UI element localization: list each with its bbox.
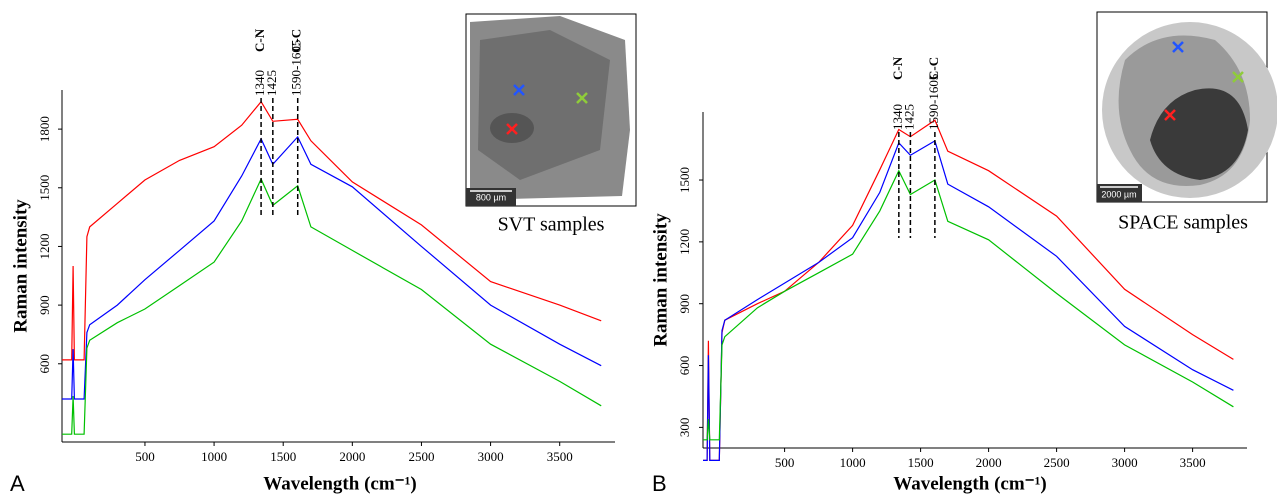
y-tick-label: 900	[677, 294, 692, 314]
peak-label: 1425	[901, 104, 916, 130]
x-tick-label: 3500	[547, 449, 573, 464]
peak-label: 1340	[252, 70, 267, 96]
x-tick-label: 1500	[270, 449, 296, 464]
bond-label: C-C	[289, 29, 304, 52]
x-axis-title: Wavelength (cm⁻¹)	[263, 473, 416, 494]
y-tick-label: 600	[677, 356, 692, 376]
panel-label: A	[10, 471, 25, 496]
x-tick-label: 500	[135, 449, 155, 464]
peak-label: 1590-1605	[926, 74, 941, 130]
x-tick-label: 3000	[478, 449, 504, 464]
panel-label: B	[652, 471, 667, 496]
spectrum-line	[62, 135, 602, 400]
spectrum-line	[703, 139, 1234, 461]
peak-label: 1340	[890, 104, 905, 130]
y-tick-label: 1800	[37, 116, 52, 142]
inset-image	[1096, 11, 1277, 203]
bond-label: C-N	[890, 56, 905, 80]
x-tick-label: 500	[775, 455, 795, 470]
y-tick-label: 300	[677, 418, 692, 438]
x-tick-label: 2000	[339, 449, 365, 464]
y-tick-label: 900	[37, 295, 52, 315]
y-tick-label: 600	[37, 354, 52, 374]
x-tick-label: 1500	[908, 455, 934, 470]
bond-label: C-N	[252, 28, 267, 52]
y-tick-label: 1200	[37, 233, 52, 259]
y-tick-label: 1500	[37, 175, 52, 201]
y-axis-title: Raman intensity	[650, 213, 671, 347]
x-tick-label: 2500	[408, 449, 434, 464]
x-tick-label: 3000	[1112, 455, 1138, 470]
spectrum-line	[62, 177, 602, 435]
inset-caption: SPACE samples	[1118, 212, 1248, 234]
y-axis-title: Raman intensity	[10, 199, 31, 333]
bond-label: C-C	[926, 57, 941, 80]
spectrum-line	[62, 100, 602, 361]
x-axis-title: Wavelength (cm⁻¹)	[893, 473, 1046, 494]
x-tick-label: 2000	[976, 455, 1002, 470]
x-tick-label: 1000	[201, 449, 227, 464]
x-tick-label: 3500	[1180, 455, 1206, 470]
scale-bar-label: 2000 µm	[1101, 189, 1136, 199]
inset-image	[465, 13, 637, 207]
x-tick-label: 1000	[840, 455, 866, 470]
peak-label: 1590-1605	[289, 40, 304, 96]
scale-bar-label: 800 µm	[476, 192, 506, 202]
y-tick-label: 1200	[677, 229, 692, 255]
spectrum-line	[703, 169, 1234, 441]
x-tick-label: 2500	[1044, 455, 1070, 470]
y-tick-label: 1500	[677, 167, 692, 193]
inset-caption: SVT samples	[498, 214, 605, 236]
peak-label: 1425	[264, 70, 279, 96]
